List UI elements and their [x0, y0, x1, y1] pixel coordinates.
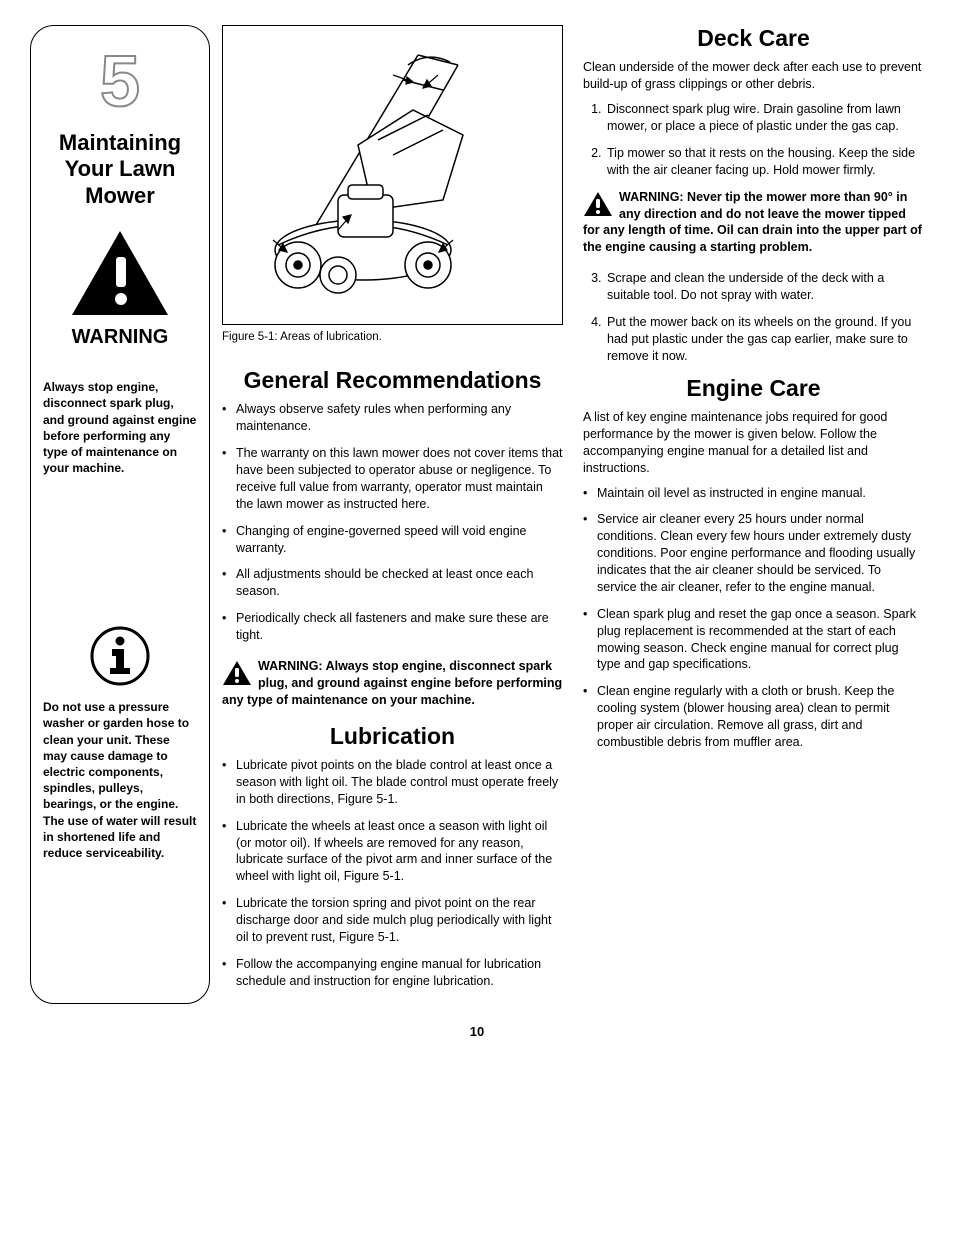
heading-general: General Recommendations: [222, 367, 563, 393]
inline-warning-deck: WARNING: Never tip the mower more than 9…: [583, 189, 924, 257]
list-item: Put the mower back on its wheels on the …: [605, 314, 924, 365]
list-item: Lubricate pivot points on the blade cont…: [236, 757, 563, 808]
info-icon: [43, 626, 197, 689]
figure-caption: Figure 5-1: Areas of lubrication.: [222, 331, 563, 343]
sidebar-info-text: Do not use a pressure washer or garden h…: [43, 699, 197, 861]
heading-engine-care: Engine Care: [583, 375, 924, 401]
right-column: Deck Care Clean underside of the mower d…: [583, 25, 924, 1004]
list-item: Scrape and clean the underside of the de…: [605, 270, 924, 304]
left-column: Figure 5-1: Areas of lubrication. Genera…: [222, 25, 563, 1004]
list-item: All adjustments should be checked at lea…: [236, 566, 563, 600]
page-number: 10: [30, 1024, 924, 1039]
sidebar-panel: 5 Maintaining Your Lawn Mower WARNING Al…: [30, 25, 210, 1004]
list-item: Tip mower so that it rests on the housin…: [605, 145, 924, 179]
deck-intro: Clean underside of the mower deck after …: [583, 59, 924, 93]
list-item: Always observe safety rules when perform…: [236, 401, 563, 435]
inline-warning-general: WARNING: Always stop engine, disconnect …: [222, 658, 563, 709]
list-item: Clean engine regularly with a cloth or b…: [597, 683, 924, 751]
sidebar-title: Maintaining Your Lawn Mower: [43, 130, 197, 209]
list-item: Changing of engine-governed speed will v…: [236, 523, 563, 557]
warning-label: WARNING: [43, 326, 197, 349]
page-layout: 5 Maintaining Your Lawn Mower WARNING Al…: [30, 25, 924, 1004]
list-item: Clean spark plug and reset the gap once …: [597, 606, 924, 674]
warning-text: WARNING: Always stop engine, disconnect …: [222, 659, 562, 707]
list-item: Service air cleaner every 25 hours under…: [597, 511, 924, 595]
heading-deck-care: Deck Care: [583, 25, 924, 51]
mower-illustration-icon: [243, 40, 543, 310]
list-item: Lubricate the torsion spring and pivot p…: [236, 895, 563, 946]
list-item: The warranty on this lawn mower does not…: [236, 445, 563, 513]
list-item: Disconnect spark plug wire. Drain gasoli…: [605, 101, 924, 135]
main-columns: Figure 5-1: Areas of lubrication. Genera…: [222, 25, 924, 1004]
warning-text: WARNING: Never tip the mower more than 9…: [583, 190, 922, 255]
engine-list: Maintain oil level as instructed in engi…: [583, 485, 924, 751]
figure-5-1: [222, 25, 563, 325]
general-list: Always observe safety rules when perform…: [222, 401, 563, 644]
warning-triangle-icon: [222, 660, 252, 691]
list-item: Maintain oil level as instructed in engi…: [597, 485, 924, 502]
warning-triangle-icon: [583, 191, 613, 222]
deck-steps-b: Scrape and clean the underside of the de…: [583, 270, 924, 364]
list-item: Follow the accompanying engine manual fo…: [236, 956, 563, 990]
heading-lubrication: Lubrication: [222, 723, 563, 749]
engine-intro: A list of key engine maintenance jobs re…: [583, 409, 924, 477]
list-item: Periodically check all fasteners and mak…: [236, 610, 563, 644]
chapter-number: 5: [43, 46, 197, 118]
deck-steps-a: Disconnect spark plug wire. Drain gasoli…: [583, 101, 924, 179]
lubrication-list: Lubricate pivot points on the blade cont…: [222, 757, 563, 990]
warning-triangle-icon: [43, 229, 197, 320]
list-item: Lubricate the wheels at least once a sea…: [236, 818, 563, 886]
sidebar-warning-text: Always stop engine, disconnect spark plu…: [43, 379, 197, 476]
